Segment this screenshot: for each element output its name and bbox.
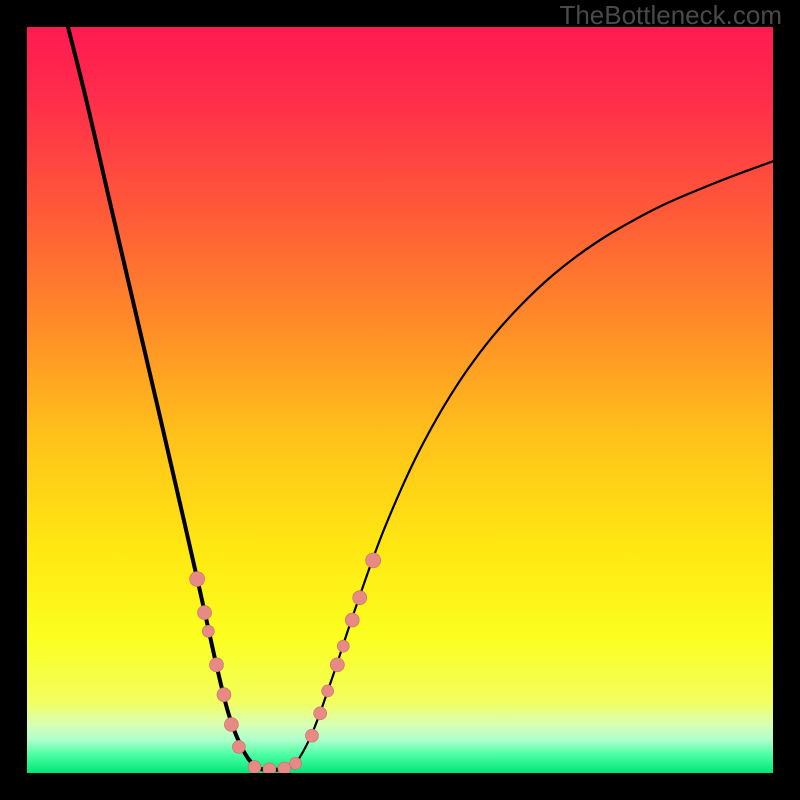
marker-point xyxy=(198,606,212,620)
marker-point xyxy=(366,553,381,568)
marker-point xyxy=(337,640,349,652)
marker-point xyxy=(353,591,367,605)
marker-point xyxy=(314,707,327,720)
watermark-text: TheBottleneck.com xyxy=(559,0,782,31)
chart-svg xyxy=(27,27,773,773)
marker-point xyxy=(290,757,302,769)
marker-point xyxy=(217,688,231,702)
marker-point xyxy=(345,613,359,627)
marker-point xyxy=(278,762,291,773)
marker-point xyxy=(322,685,334,697)
marker-point xyxy=(202,625,214,637)
marker-point xyxy=(248,761,261,773)
marker-point xyxy=(190,572,205,587)
marker-point xyxy=(263,763,276,773)
marker-point xyxy=(330,658,344,672)
marker-point xyxy=(232,740,245,753)
marker-point xyxy=(305,729,318,742)
marker-point xyxy=(224,718,238,732)
plot-area xyxy=(27,27,773,773)
marker-point xyxy=(209,658,223,672)
gradient-background xyxy=(27,27,773,773)
chart-frame: TheBottleneck.com xyxy=(0,0,800,800)
